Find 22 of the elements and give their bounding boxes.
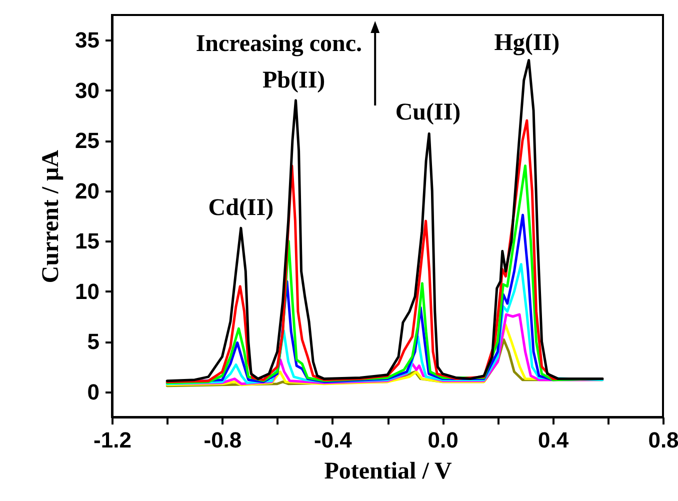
line-series xyxy=(166,58,604,382)
y-tick-label: 5 xyxy=(87,329,100,354)
y-tick-label: 20 xyxy=(75,178,100,204)
y-tick-label: 0 xyxy=(87,379,100,404)
annotation: Increasing conc. xyxy=(196,31,362,58)
y-tick-label: 35 xyxy=(75,28,100,53)
annotation: Pb(II) xyxy=(262,67,326,94)
x-axis-title: Potential / V xyxy=(324,458,452,484)
x-tick-label: 0.4 xyxy=(538,428,570,452)
x-tick-label: -0.4 xyxy=(314,428,353,452)
x-tick-label: 0.8 xyxy=(648,428,678,452)
x-tick-label: 0.0 xyxy=(428,428,458,452)
y-axis-title: Current / μA xyxy=(38,149,64,284)
annotation: Hg(II) xyxy=(494,30,560,56)
y-tick-label: 10 xyxy=(75,278,100,304)
annotation: Cu(II) xyxy=(395,99,461,126)
y-tick-label: 30 xyxy=(75,78,100,103)
y-tick-label: 15 xyxy=(75,228,100,254)
annotation: Cd(II) xyxy=(208,194,274,221)
x-tick-label: -1.2 xyxy=(94,428,132,452)
y-tick-label: 25 xyxy=(75,128,100,154)
x-tick-label: -0.8 xyxy=(204,428,242,452)
